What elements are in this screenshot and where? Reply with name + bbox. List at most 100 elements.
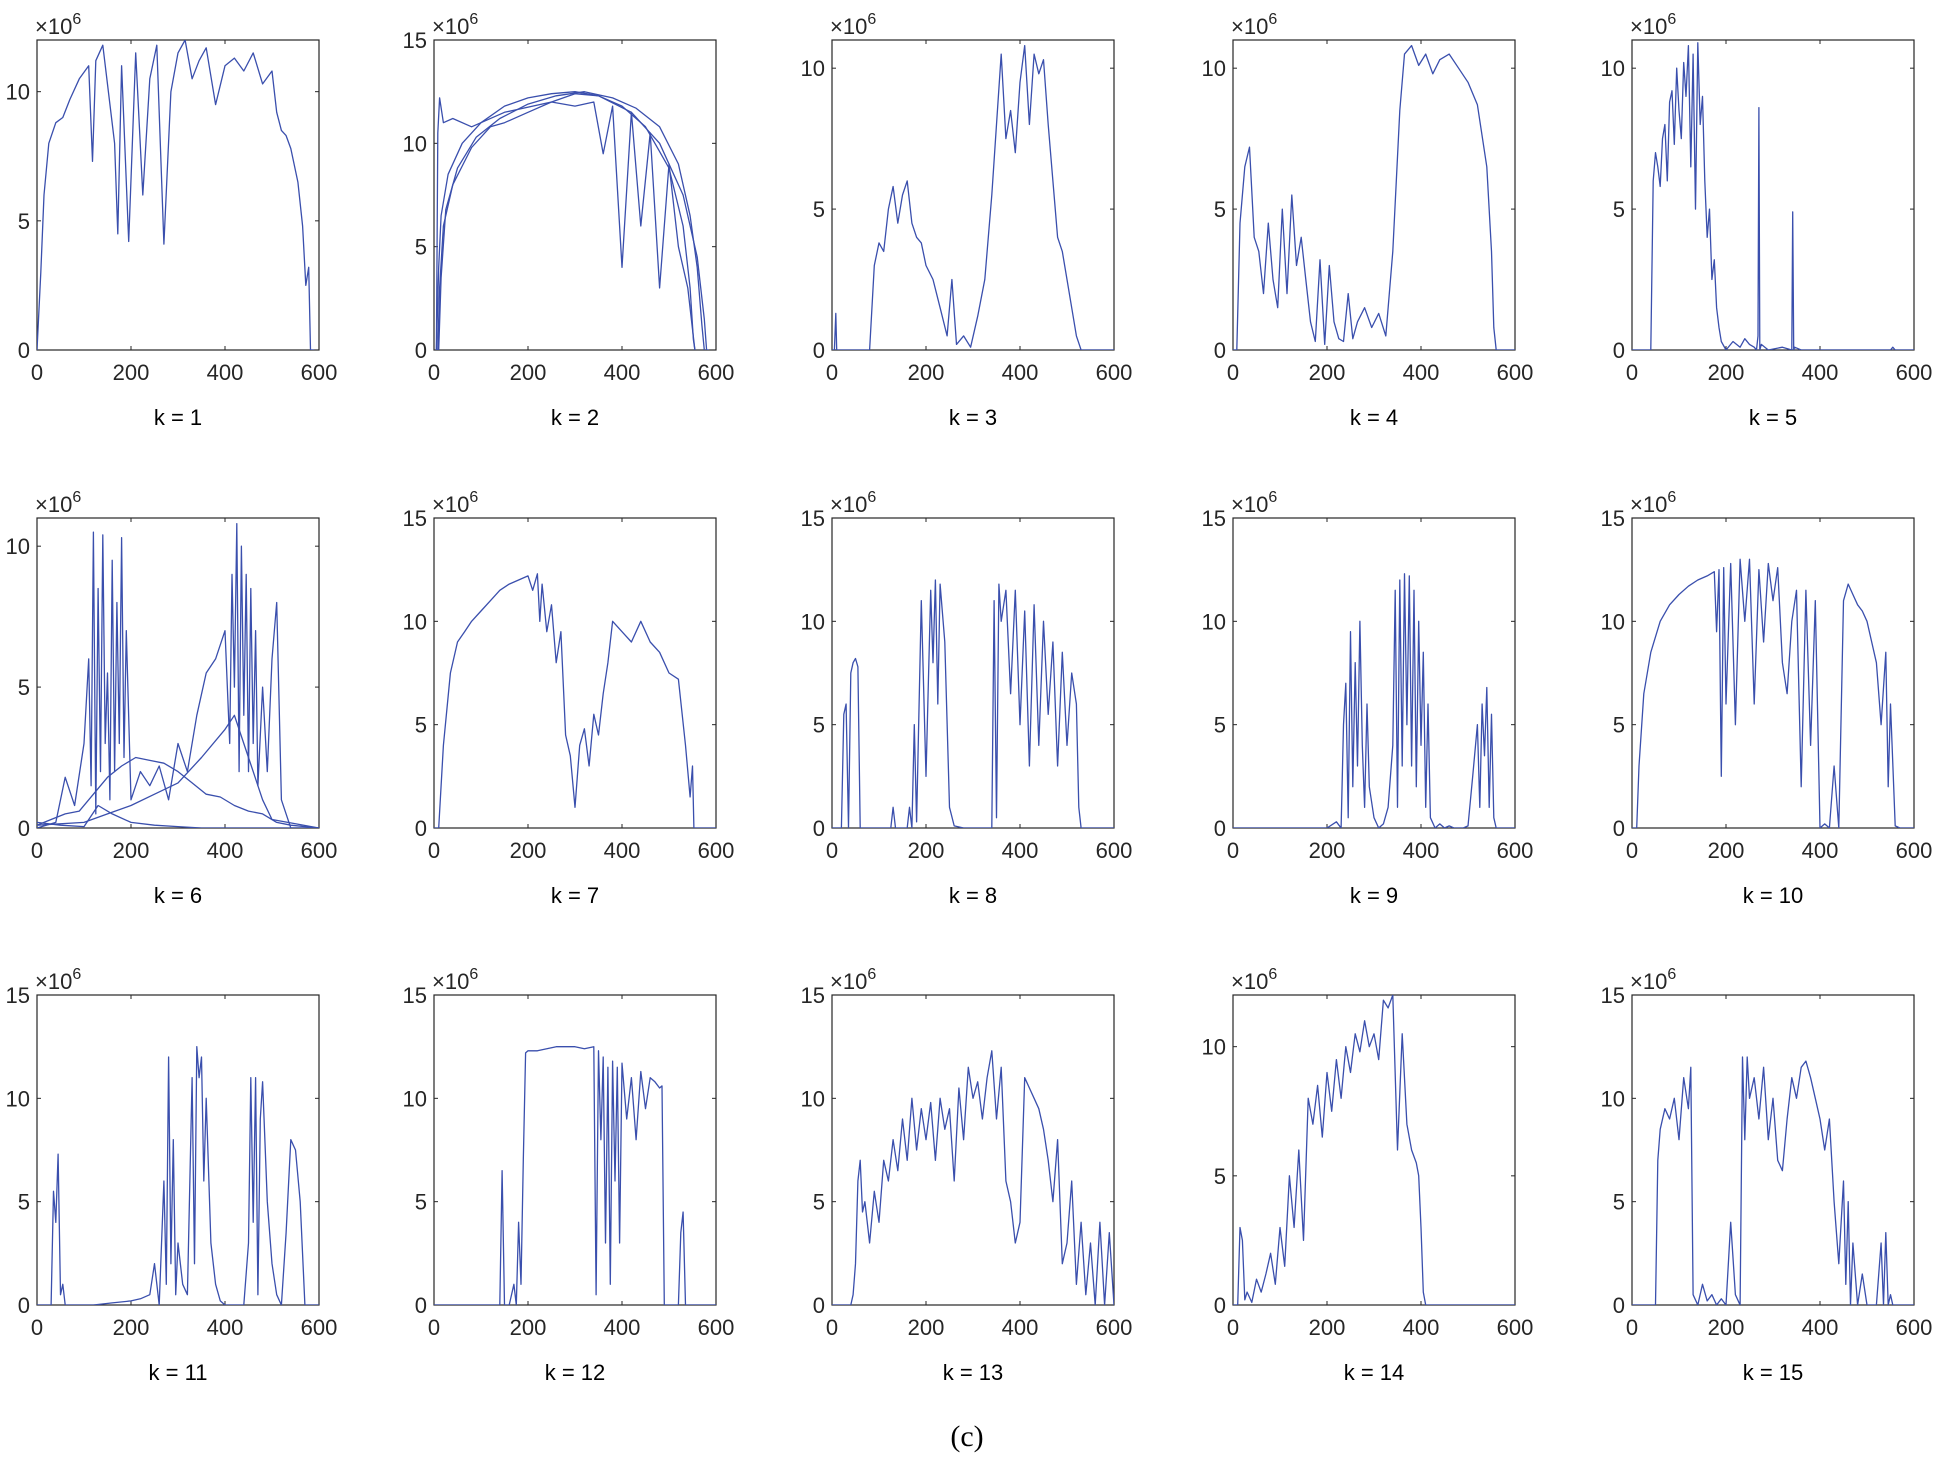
series-line-1 [832,1050,1114,1305]
y-exponent-label: ×106 [1231,966,1277,994]
exponent-power: 6 [1667,966,1676,983]
y-tick-label: 0 [1214,1293,1226,1318]
series-group [1233,44,1515,350]
y-exponent-label: ×106 [1630,11,1676,39]
y-tick-label: 0 [18,338,30,363]
x-tick-label: 600 [301,360,338,385]
y-tick-label: 15 [801,983,825,1008]
panel-k3: 0 5 10 0 200 400 600 ×106 k = 3 [801,11,1133,430]
y-tick-label: 10 [6,80,30,105]
y-exponent-label: ×106 [35,11,81,39]
exponent-base: ×10 [830,969,867,994]
y-tick-label: 0 [1214,338,1226,363]
series-line-1 [37,40,315,350]
x-tick-label: 600 [698,1315,735,1340]
y-tick-label: 5 [813,197,825,222]
y-tick-label: 0 [813,1293,825,1318]
series-group [1632,1056,1914,1305]
x-tick-label: 600 [698,838,735,863]
x-tick-label: 200 [510,360,547,385]
series-line-1 [1632,42,1914,350]
exponent-power: 6 [1268,489,1277,506]
x-tick-label: 200 [1309,1315,1346,1340]
series-line-1 [832,44,1114,350]
series-group [1233,573,1515,828]
x-tick-label: 200 [1708,838,1745,863]
y-tick-label: 10 [1601,1086,1625,1111]
y-tick-label: 0 [813,816,825,841]
panel-label: k = 4 [1350,405,1398,430]
y-tick-label: 10 [1202,56,1226,81]
panel-k5: 0 5 10 0 200 400 600 ×106 k = 5 [1601,11,1933,430]
series-group [832,44,1114,350]
series-line-1 [37,1046,319,1305]
y-tick-label: 10 [403,609,427,634]
y-tick-label: 5 [415,1190,427,1215]
panel-k7: 0 5 10 15 0 200 400 600 ×106 k = 7 [403,489,735,908]
x-tick-label: 600 [1497,360,1534,385]
panel-k10: 0 5 10 15 0 200 400 600 ×106 k = 10 [1601,489,1933,908]
y-tick-label: 5 [1214,197,1226,222]
y-tick-label: 5 [18,209,30,234]
x-tick-label: 400 [604,360,641,385]
panel-label: k = 13 [943,1360,1004,1385]
x-tick-label: 0 [428,1315,440,1340]
x-tick-label: 0 [31,360,43,385]
series-group [832,1050,1114,1305]
series-group [1632,558,1914,828]
y-tick-label: 15 [1601,983,1625,1008]
y-tick-label: 0 [1214,816,1226,841]
panel-label: k = 2 [551,405,599,430]
x-tick-label: 0 [1626,1315,1638,1340]
exponent-base: ×10 [432,492,469,517]
panel-label: k = 3 [949,405,997,430]
y-tick-label: 10 [1601,609,1625,634]
y-tick-label: 5 [813,1190,825,1215]
series-group [37,1046,319,1305]
exponent-power: 6 [867,966,876,983]
x-tick-label: 200 [908,360,945,385]
panel-k9: 0 5 10 15 0 200 400 600 ×106 k = 9 [1202,489,1534,908]
x-tick-label: 0 [826,838,838,863]
y-tick-label: 5 [1214,713,1226,738]
panel-k2: 0 5 10 15 0 200 400 600 ×106 k = 2 [403,11,735,430]
x-tick-label: 400 [207,838,244,863]
y-tick-label: 10 [801,609,825,634]
series-line-1 [434,1046,716,1305]
plot-area [433,517,717,829]
exponent-power: 6 [72,11,81,28]
x-tick-label: 0 [826,1315,838,1340]
x-tick-label: 600 [1896,360,1933,385]
panel-k6: 0 5 10 0 200 400 600 ×106 k = 6 [6,489,338,908]
series-group [435,91,709,350]
plot-area [831,994,1115,1306]
x-tick-label: 600 [1896,1315,1933,1340]
x-tick-label: 400 [1802,360,1839,385]
y-exponent-label: ×106 [432,489,478,517]
plot-area [1232,994,1516,1306]
x-tick-label: 200 [908,1315,945,1340]
y-tick-label: 15 [801,506,825,531]
y-tick-label: 0 [18,816,30,841]
series-group [1233,995,1515,1305]
x-tick-label: 400 [1002,360,1039,385]
plot-area [1631,994,1915,1306]
y-tick-label: 10 [6,1086,30,1111]
y-tick-label: 0 [18,1293,30,1318]
exponent-power: 6 [1268,11,1277,28]
x-tick-label: 0 [826,360,838,385]
y-tick-label: 5 [415,713,427,738]
x-tick-label: 400 [207,360,244,385]
x-tick-label: 200 [1708,360,1745,385]
y-tick-label: 5 [1613,1190,1625,1215]
series-line-1 [1632,1056,1914,1305]
series-group [37,522,319,828]
y-tick-label: 0 [415,1293,427,1318]
x-tick-label: 600 [1096,838,1133,863]
exponent-power: 6 [1268,966,1277,983]
y-exponent-label: ×106 [830,11,876,39]
y-tick-label: 5 [1613,713,1625,738]
exponent-power: 6 [867,11,876,28]
y-tick-label: 10 [801,1086,825,1111]
